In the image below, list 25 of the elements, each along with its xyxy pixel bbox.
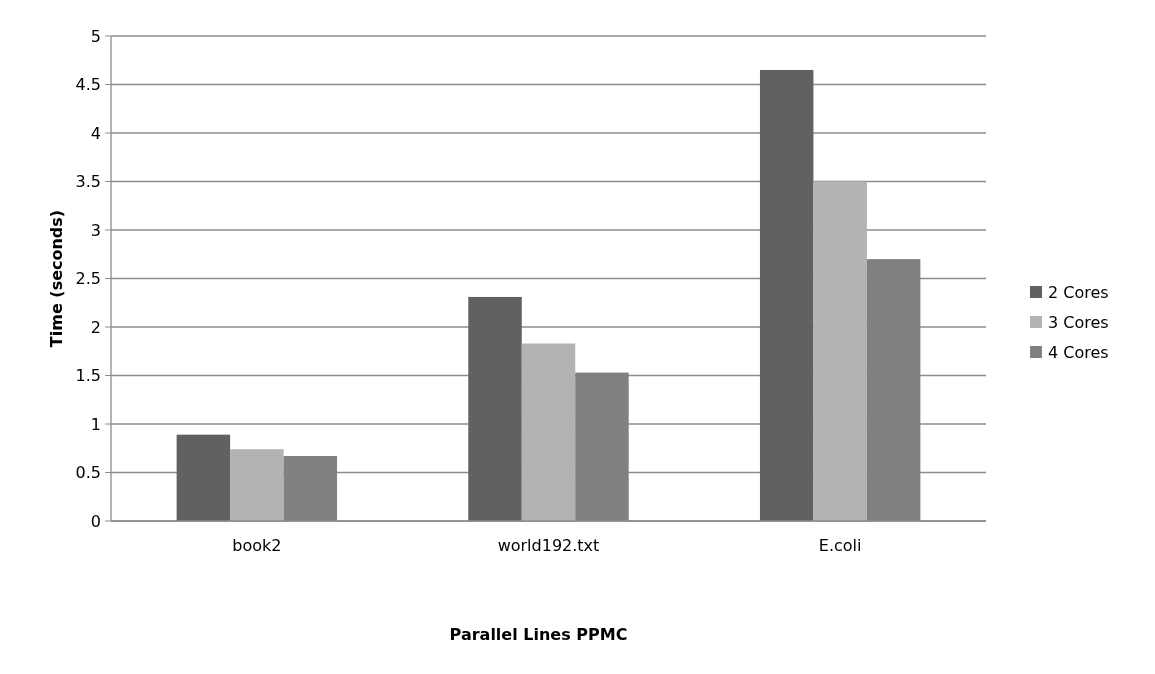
legend-label: 4 Cores — [1048, 342, 1109, 362]
y-tick-label: 4.5 — [75, 75, 101, 95]
bar — [230, 449, 284, 521]
y-tick-label: 5 — [90, 26, 101, 46]
y-tick-label: 0 — [90, 511, 101, 531]
y-axis-title: Time (seconds) — [47, 209, 66, 348]
y-tick-label: 2 — [90, 317, 101, 337]
y-tick-label: 1.5 — [75, 366, 101, 386]
y-tick-label: 2.5 — [75, 269, 101, 289]
x-tick-label: E.coli — [818, 536, 862, 555]
y-tick-label: 3 — [90, 220, 101, 240]
legend-label: 2 Cores — [1048, 282, 1109, 302]
y-tick-label: 0.5 — [75, 463, 101, 483]
bar — [176, 434, 231, 521]
legend-label: 3 Cores — [1048, 312, 1109, 332]
bar — [521, 343, 576, 521]
x-tick-label: world192.txt — [497, 536, 600, 555]
x-axis-title: Parallel Lines PPMC — [449, 625, 628, 644]
bar — [468, 296, 522, 521]
bar — [759, 69, 814, 521]
y-tick-label: 3.5 — [75, 172, 101, 192]
y-tick-label: 4 — [90, 123, 101, 143]
y-tick-label: 1 — [90, 414, 101, 434]
bar — [813, 181, 867, 521]
x-tick-label: book2 — [232, 536, 282, 555]
